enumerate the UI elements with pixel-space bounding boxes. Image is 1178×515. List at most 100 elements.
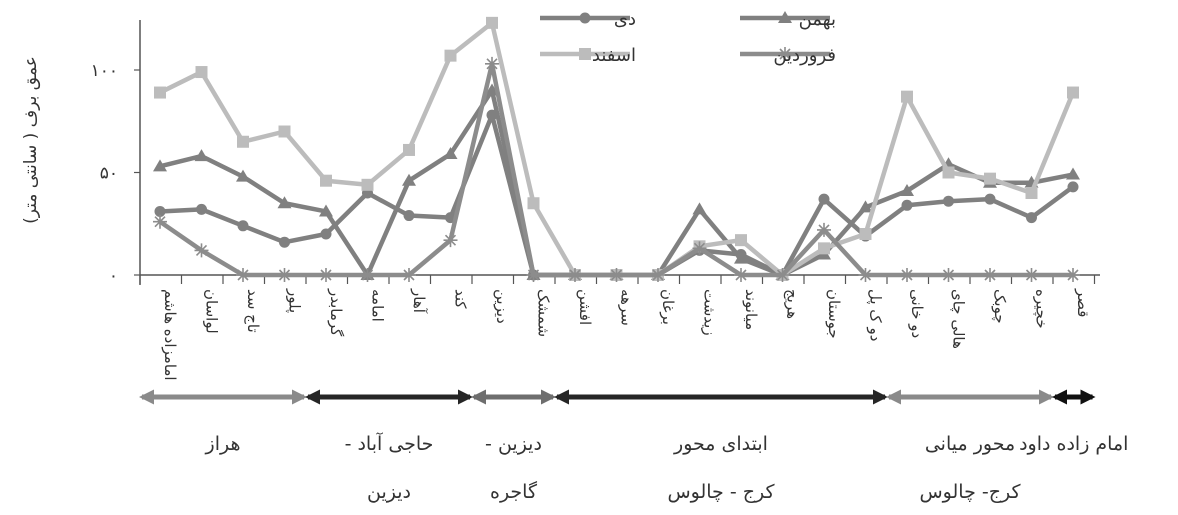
data-point-star <box>1066 268 1080 282</box>
data-point-star <box>983 268 997 282</box>
category-label: قصر <box>1074 288 1092 317</box>
region-label: امام زاده داود <box>1019 433 1128 455</box>
category-labels: امامزاده هاشم لواسان تاج سد پلور گرمابدر امام… <box>161 288 1092 381</box>
data-point-triangle <box>402 173 416 186</box>
legend-item: فروردین <box>740 45 836 66</box>
category-label: تاج سد <box>243 289 262 333</box>
data-point-star <box>402 268 416 282</box>
category-label: کند <box>452 289 470 309</box>
data-point-star <box>609 268 624 282</box>
series-line <box>157 112 1076 278</box>
region-label: محور میانی <box>925 433 1015 455</box>
region-label: هراز <box>205 433 241 455</box>
data-point-star <box>568 268 582 282</box>
region-label: حاجی آباد - <box>345 431 434 455</box>
data-point-square <box>444 49 457 62</box>
data-point-star <box>858 268 873 282</box>
category-label: چوبک <box>991 289 1009 324</box>
data-point-square <box>527 197 540 210</box>
data-point-square <box>984 172 996 185</box>
data-point-circle <box>984 193 996 205</box>
data-point-square <box>1025 187 1038 199</box>
data-point-triangle <box>194 149 209 162</box>
y-tick-label: ۵۰ <box>100 164 118 184</box>
data-point-circle <box>154 205 166 217</box>
data-point-star <box>817 222 831 237</box>
y-ticks: ۰ ۵۰ ۱۰۰ <box>91 61 140 286</box>
region-2: حاجی آباد - دیزین <box>305 389 473 503</box>
region-label: کرج- چالوس <box>919 481 1021 503</box>
series-2 <box>153 83 1080 280</box>
region-label: دیزین - <box>485 433 542 455</box>
y-tick-label: ۰ <box>109 266 118 286</box>
y-axis-title: عمق برف ( سانتی متر) <box>21 56 41 224</box>
category-label: برغان <box>659 289 677 325</box>
region-1: هراز <box>139 389 307 455</box>
data-point-triangle <box>153 159 167 172</box>
data-point-square <box>579 48 591 60</box>
data-point-star <box>319 268 333 282</box>
data-point-star <box>900 268 914 282</box>
region-label: دیزین <box>367 481 411 503</box>
data-point-triangle <box>443 147 458 160</box>
series-4 <box>153 56 1080 282</box>
data-point-triangle <box>277 196 292 209</box>
data-point-star <box>360 268 375 282</box>
series-line <box>157 88 1076 278</box>
data-point-square <box>361 178 374 191</box>
data-point-square <box>154 86 166 99</box>
category-label: امامه <box>369 289 387 322</box>
data-point-triangle <box>319 204 333 217</box>
category-label: لواسان <box>203 289 221 334</box>
data-point-star <box>443 233 458 248</box>
data-point-triangle <box>858 200 873 213</box>
legend: دی بهمن اسفند فروردین <box>540 9 836 66</box>
data-point-circle <box>1067 181 1079 193</box>
category-label: افشن <box>576 289 594 325</box>
data-point-square <box>942 166 955 179</box>
data-point-circle <box>901 199 913 211</box>
category-label: پلور <box>285 288 304 313</box>
data-point-star <box>692 241 707 256</box>
data-point-star <box>153 214 167 229</box>
data-point-circle <box>579 12 591 24</box>
legend-label: اسفند <box>592 45 636 66</box>
legend-item: دی <box>540 9 636 30</box>
data-point-circle <box>943 195 954 207</box>
region-6: امام زاده داود <box>1019 389 1128 455</box>
data-point-square <box>195 66 208 79</box>
region-label: کرج - چالوس <box>667 481 775 503</box>
region-3: دیزین - گاجره <box>471 389 556 503</box>
category-label: میانوند <box>742 289 760 330</box>
data-point-star <box>194 243 209 258</box>
legend-label: بهمن <box>799 9 836 30</box>
series-1 <box>154 109 1079 281</box>
data-point-triangle <box>692 202 707 215</box>
category-label: شمشک <box>535 289 553 337</box>
data-point-square <box>859 228 872 240</box>
data-point-square <box>1067 86 1079 99</box>
legend-item: بهمن <box>740 9 836 30</box>
data-point-star <box>1024 268 1039 282</box>
data-point-square <box>320 174 332 187</box>
y-tick-label: ۱۰۰ <box>91 61 118 81</box>
data-point-star <box>236 268 250 282</box>
data-point-triangle <box>900 183 914 196</box>
category-label: دو خانی <box>908 289 926 338</box>
series-layer <box>153 16 1080 282</box>
data-point-star <box>485 56 499 71</box>
category-label: خچیره <box>1033 289 1051 329</box>
data-point-square <box>237 135 249 148</box>
legend-label: دی <box>614 9 636 30</box>
data-point-circle <box>320 228 332 240</box>
category-label: هریج <box>784 289 802 319</box>
data-point-star <box>277 268 292 282</box>
data-point-star <box>526 268 541 282</box>
data-point-triangle <box>734 251 748 264</box>
data-point-star <box>778 47 792 61</box>
data-point-square <box>901 90 913 103</box>
data-point-star <box>734 268 748 282</box>
region-brackets: هراز حاجی آباد - دیزین دیزین - گاجره ابتدای م… <box>139 389 1128 503</box>
data-point-circle <box>1026 212 1037 224</box>
